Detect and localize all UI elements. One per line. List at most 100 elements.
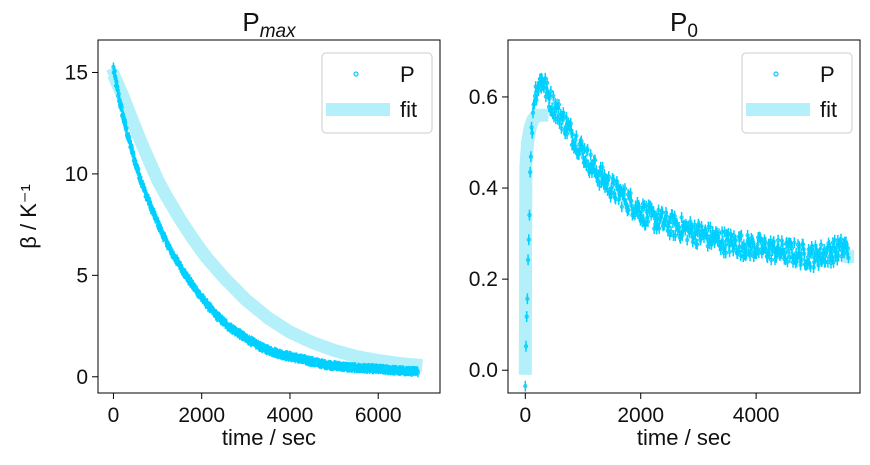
data-point (551, 93, 556, 99)
data-point (570, 132, 575, 137)
y-tick-label: 5 (76, 264, 88, 287)
data-point (776, 238, 781, 243)
data-point (574, 133, 579, 138)
data-point (415, 370, 421, 375)
data-point (696, 223, 702, 229)
data-point (547, 96, 552, 101)
data-point (525, 296, 530, 301)
legend-label-fit: fit (820, 97, 837, 122)
data-point (838, 236, 844, 242)
chart-title: Pmax (242, 7, 297, 42)
data-point (528, 170, 533, 175)
data-point (787, 255, 793, 260)
data-point (672, 214, 677, 219)
axes-frame (97, 39, 441, 394)
data-point (845, 246, 850, 251)
data-point (816, 263, 821, 268)
data-point (619, 204, 624, 209)
data-point (673, 233, 678, 238)
data-point (677, 225, 682, 230)
data-point (739, 233, 744, 238)
plot-area (518, 72, 855, 392)
data-point (834, 245, 839, 250)
data-point (797, 244, 802, 249)
data-point (588, 152, 593, 157)
data-point (727, 249, 732, 254)
data-point (668, 229, 674, 234)
data-point (527, 212, 532, 218)
data-point (802, 251, 807, 257)
data-point (576, 152, 581, 157)
data-point (814, 247, 819, 252)
data-point (679, 215, 684, 220)
data-point (643, 222, 648, 228)
data-point (626, 207, 631, 212)
data-point (846, 255, 851, 260)
data-point (564, 115, 569, 120)
chart-title-main: P (670, 7, 687, 37)
data-point (548, 89, 553, 94)
chart-title-sub: max (260, 21, 297, 42)
data-point (530, 131, 535, 136)
data-point (771, 239, 776, 244)
data-point (639, 209, 644, 214)
x-tick-label: 2000 (617, 404, 664, 427)
data-points (523, 72, 851, 392)
data-point (726, 231, 731, 236)
x-tick-label: 0 (519, 404, 531, 427)
data-point (695, 242, 700, 247)
data-point (799, 257, 804, 263)
data-point (545, 80, 550, 86)
x-tick-label: 0 (108, 404, 120, 427)
x-axis-label: time / sec (637, 425, 731, 450)
data-point (559, 126, 564, 131)
x-tick-label: 4000 (733, 404, 780, 427)
data-point (685, 237, 690, 243)
data-point (573, 144, 578, 149)
legend-marker-fit (746, 103, 810, 116)
legend-label-p: P (820, 62, 835, 87)
y-tick-label: 0 (76, 366, 88, 389)
data-point (579, 138, 584, 144)
data-point (556, 102, 562, 107)
data-point (651, 209, 656, 214)
x-tick-label: 4000 (267, 404, 314, 427)
data-point (528, 154, 533, 159)
data-point (568, 121, 573, 126)
data-point (792, 240, 797, 245)
data-point (525, 257, 531, 262)
data-point (629, 203, 634, 209)
data-point (530, 110, 536, 115)
data-point (124, 125, 129, 131)
legend-label-fit: fit (400, 97, 417, 122)
data-point (660, 210, 665, 215)
axes-frame (507, 39, 861, 394)
legend-marker-fit (326, 103, 390, 116)
data-point (116, 91, 121, 96)
y-tick-label: 0.6 (469, 86, 498, 109)
data-point (785, 248, 791, 253)
data-point (692, 222, 697, 228)
data-point (523, 384, 528, 389)
chart-title: P0 (670, 7, 698, 42)
legend-marker-p (353, 71, 359, 77)
data-point (767, 251, 772, 257)
data-point (818, 242, 824, 247)
data-point (785, 259, 790, 264)
y-tick-label: 0.2 (469, 268, 498, 291)
data-point (723, 243, 728, 248)
data-point (641, 217, 646, 222)
data-point (606, 174, 611, 179)
data-point (789, 246, 794, 251)
chart-title-main: P (242, 7, 259, 37)
data-point (755, 242, 760, 247)
data-point (600, 165, 605, 170)
data-point (664, 214, 669, 219)
data-point (723, 250, 728, 256)
data-point (680, 233, 685, 238)
chart-panel-1: 0 2000 4000 6000 0 5 10 15 Pmax time / sec β / K⁻¹… (16, 7, 441, 450)
data-point (523, 344, 529, 349)
data-point (645, 219, 651, 224)
